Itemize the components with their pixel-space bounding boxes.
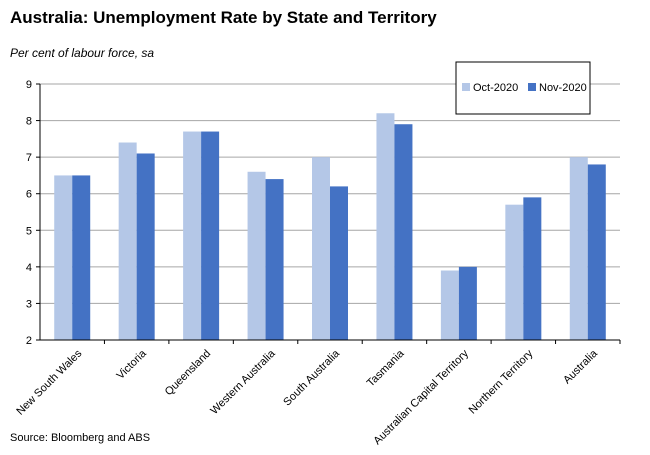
y-axis: 2 3 4 5 6 7 8 9 <box>26 79 41 347</box>
x-tick-label: South Australia <box>281 347 342 408</box>
legend: Oct-2020 Nov-2020 <box>455 61 591 115</box>
x-tick-label: New South Wales <box>14 347 84 417</box>
bar-nov-2020-northern-territory <box>523 197 542 340</box>
bar-oct-2020-queensland <box>183 131 202 340</box>
legend-box <box>455 61 591 115</box>
bar-oct-2020-south-australia <box>312 157 330 340</box>
y-tick-label: 9 <box>26 79 32 91</box>
x-tick-label: Western Australia <box>208 347 278 417</box>
bar-nov-2020-south-australia <box>330 186 348 340</box>
bar-nov-2020-australian-capital-territory <box>458 266 477 340</box>
x-tick-label: Australia <box>561 347 600 386</box>
bar-oct-2020-victoria <box>118 142 137 340</box>
bar-oct-2020-northern-territory <box>505 204 524 340</box>
y-tick-label: 3 <box>26 298 32 310</box>
y-tick-label: 4 <box>26 262 32 274</box>
bar-nov-2020-australia <box>587 164 606 340</box>
chart-subtitle: Per cent of labour force, sa <box>10 46 155 60</box>
bar-oct-2020-australian-capital-territory <box>440 270 459 340</box>
x-tick-label: Victoria <box>115 347 150 382</box>
bar-oct-2020-western-australia <box>247 171 266 340</box>
legend-swatch <box>528 83 536 91</box>
bar-nov-2020-western-australia <box>265 179 284 340</box>
bar-oct-2020-tasmania <box>376 113 395 340</box>
bar-oct-2020-new-south-wales <box>54 175 73 340</box>
legend-swatch <box>462 83 470 91</box>
bar-nov-2020-victoria <box>136 153 155 340</box>
bars <box>54 113 606 340</box>
chart-title: Australia: Unemployment Rate by State an… <box>10 8 437 27</box>
y-tick-label: 2 <box>26 335 32 347</box>
y-tick-label: 8 <box>26 116 32 128</box>
x-tick-label: Tasmania <box>365 347 407 389</box>
legend-label: Oct-2020 <box>473 82 518 94</box>
legend-label: Nov-2020 <box>539 82 587 94</box>
y-tick-label: 5 <box>26 225 32 237</box>
bar-nov-2020-new-south-wales <box>72 175 91 340</box>
x-tick-label: Queensland <box>163 348 213 398</box>
y-tick-label: 7 <box>26 152 32 164</box>
x-tick-label: Northern Territory <box>467 347 536 416</box>
bar-nov-2020-queensland <box>201 131 220 340</box>
bar-oct-2020-australia <box>569 157 588 340</box>
bar-nov-2020-tasmania <box>394 124 413 340</box>
source-note: Source: Bloomberg and ABS <box>10 432 151 444</box>
y-tick-label: 6 <box>26 189 32 201</box>
